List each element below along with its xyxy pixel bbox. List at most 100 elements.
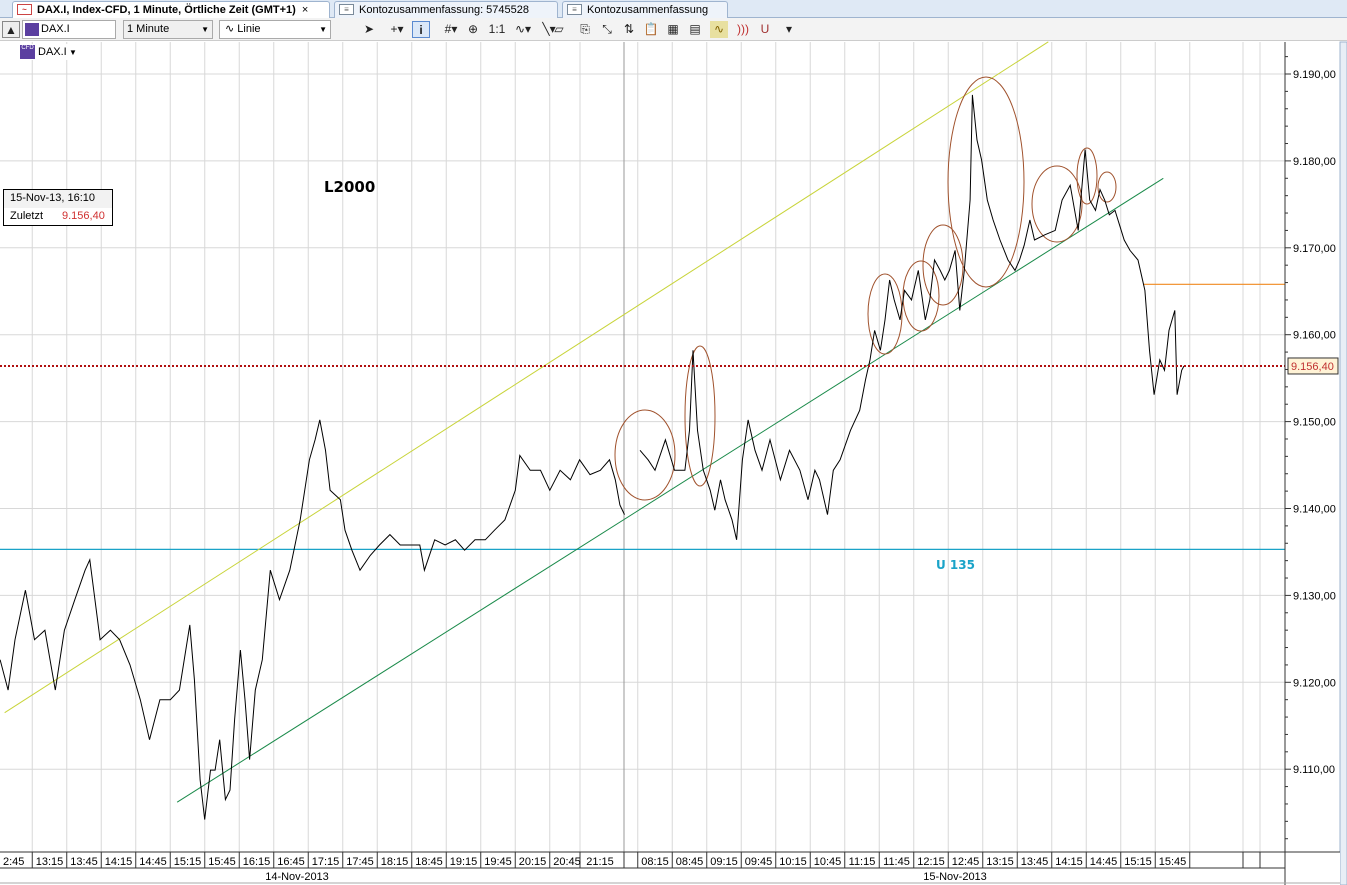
compare-icon[interactable]: ⇅ xyxy=(623,22,635,36)
y-axis-area xyxy=(1285,42,1340,852)
x-tick-label: 14:15 xyxy=(1055,856,1083,868)
sub-symbol-menu[interactable]: CFD DAX.I ▼ xyxy=(20,44,77,60)
close-tab-icon[interactable]: × xyxy=(301,4,309,16)
x-tick-label: 12:45 xyxy=(952,856,980,868)
date-label-day1: 14-Nov-2013 xyxy=(265,871,329,883)
interval-select[interactable]: 1 Minute ▼ xyxy=(123,20,213,39)
x-tick-label: 13:45 xyxy=(1021,856,1049,868)
one-to-one-icon[interactable]: 1:1 xyxy=(488,22,506,36)
y-tick-label: 9.170,00 xyxy=(1293,243,1336,255)
x-tick-label: 18:45 xyxy=(415,856,443,868)
symbol-input[interactable]: DAX.I xyxy=(22,20,116,39)
cfd-icon: CFD xyxy=(20,45,35,59)
vertical-scrollbar[interactable] xyxy=(1339,41,1347,885)
date-label-day2: 15-Nov-2013 xyxy=(923,871,987,883)
studies-icon[interactable]: ∿ xyxy=(710,21,728,38)
x-tick-label: 20:45 xyxy=(553,856,581,868)
sound-icon[interactable]: ))) xyxy=(737,22,749,36)
symbol-value: DAX.I xyxy=(41,23,70,35)
toolbar: ▲ DAX.I 1 Minute ▼ ∿ Linie ▼ ➤ +▾ i #▾ ⊕ 1:1 ∿▾ ╲… xyxy=(0,18,1347,41)
x-tick-label: 10:15 xyxy=(779,856,807,868)
interval-value: 1 Minute xyxy=(127,23,170,35)
chart-type-value: Linie xyxy=(237,23,261,35)
price-chart[interactable]: 9.190,00 9.180,00 9.170,00 9.160,00 9.150,00… xyxy=(0,40,1347,885)
table-icon: ≡ xyxy=(339,4,354,15)
y-tick-label: 9.180,00 xyxy=(1293,156,1336,168)
chart-style-icon[interactable]: ▦ xyxy=(667,22,679,36)
ellipse-annotation xyxy=(1097,171,1117,203)
x-tick-label: 14:45 xyxy=(139,856,167,868)
x-tick-label: 15:15 xyxy=(1124,856,1152,868)
ellipse-annotation xyxy=(1031,165,1083,243)
x-tick-label: 13:45 xyxy=(70,856,98,868)
eraser-icon[interactable]: ▱ xyxy=(554,22,564,36)
x-tick-label: 08:45 xyxy=(676,856,704,868)
export-icon[interactable]: ▤ xyxy=(689,22,701,36)
tab-2[interactable]: ≡ Kontozusammenfassung: 5745528 xyxy=(334,1,558,18)
x-tick-label: 11:45 xyxy=(883,856,910,868)
x-tick-label: 19:15 xyxy=(450,856,478,868)
y-tick-label: 9.140,00 xyxy=(1293,504,1336,516)
chart-type-select[interactable]: ∿ Linie ▼ xyxy=(219,20,331,39)
x-tick-label: 16:45 xyxy=(277,856,305,868)
ellipse-annotation xyxy=(1076,147,1098,205)
last-price-badge-label: 9.156,40 xyxy=(1291,361,1334,373)
cfd-icon xyxy=(25,23,39,36)
x-tick-label: 11:15 xyxy=(849,856,876,868)
y-tick-label: 9.190,00 xyxy=(1293,69,1336,81)
tab-3[interactable]: ≡ Kontozusammenfassung xyxy=(562,1,728,18)
more-icon[interactable]: ▾ xyxy=(785,22,793,36)
x-tick-label: 19:45 xyxy=(484,856,512,868)
price-line-2 xyxy=(639,94,1185,540)
ellipse-annotation xyxy=(902,260,940,332)
fibonacci-icon[interactable]: ⤡ xyxy=(602,22,612,36)
crosshair-icon[interactable]: +▾ xyxy=(390,22,404,36)
indicator-icon[interactable]: ∿▾ xyxy=(514,22,532,36)
sub-symbol-label: DAX.I xyxy=(38,46,67,58)
y-tick-label: 9.110,00 xyxy=(1293,764,1335,776)
template-icon[interactable]: ⎘ xyxy=(580,22,590,36)
upper-channel-trendline xyxy=(4,41,1049,714)
x-tick-label: 16:15 xyxy=(243,856,271,868)
tab-1[interactable]: ~ DAX.I, Index-CFD, 1 Minute, Örtliche Ze… xyxy=(12,1,330,18)
annotation-l2000: L2000 xyxy=(324,178,376,196)
x-tick-label: 21:15 xyxy=(586,856,614,868)
cursor-icon[interactable]: ➤ xyxy=(363,22,375,36)
price-line-1 xyxy=(0,419,625,820)
tab-label: Kontozusammenfassung: 5745528 xyxy=(359,4,530,16)
paste-icon[interactable]: 📋 xyxy=(643,22,659,36)
chevron-down-icon: ▼ xyxy=(66,48,77,57)
tab-label: Kontozusammenfassung xyxy=(587,4,709,16)
line-type-icon: ∿ xyxy=(225,23,238,35)
x-tick-label: 20:15 xyxy=(519,856,547,868)
grid-icon[interactable]: #▾ xyxy=(444,22,458,36)
last-price-badge xyxy=(1287,357,1339,375)
x-tick-label: 13:15 xyxy=(36,856,64,868)
chevron-down-icon: ▼ xyxy=(201,25,209,34)
line-draw-icon[interactable]: ╲▾ xyxy=(542,22,556,36)
legend-datetime: 15-Nov-13, 16:10 xyxy=(4,190,112,208)
x-tick-label: 08:15 xyxy=(641,856,669,868)
ellipse-annotation xyxy=(614,409,676,501)
x-tick-label: 2:45 xyxy=(3,856,24,868)
table-icon: ≡ xyxy=(567,4,582,15)
tab-bar: ~ DAX.I, Index-CFD, 1 Minute, Örtliche Ze… xyxy=(0,0,1347,18)
x-tick-label: 15:45 xyxy=(208,856,236,868)
y-tick-label: 9.120,00 xyxy=(1293,677,1336,689)
y-tick-label: 9.160,00 xyxy=(1293,330,1336,342)
x-tick-label: 15:45 xyxy=(1159,856,1187,868)
ellipse-annotation xyxy=(684,345,716,487)
y-tick-label: 9.150,00 xyxy=(1293,417,1336,429)
x-tick-label: 14:45 xyxy=(1090,856,1118,868)
ellipse-annotation xyxy=(947,76,1025,288)
x-tick-label: 17:15 xyxy=(312,856,340,868)
x-tick-label: 18:15 xyxy=(381,856,409,868)
ellipse-annotation xyxy=(867,273,903,355)
magnet-icon[interactable]: U xyxy=(760,22,770,36)
x-tick-label: 09:45 xyxy=(745,856,773,868)
zoom-icon[interactable]: ⊕ xyxy=(467,22,479,36)
x-tick-label: 17:45 xyxy=(346,856,374,868)
x-tick-label: 10:45 xyxy=(814,856,842,868)
info-icon[interactable]: i xyxy=(412,21,430,38)
collapse-up-icon[interactable]: ▲ xyxy=(2,21,20,38)
